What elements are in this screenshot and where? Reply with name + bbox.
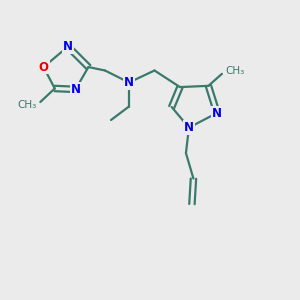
Text: CH₃: CH₃ (225, 66, 244, 76)
Text: N: N (184, 121, 194, 134)
Text: N: N (70, 83, 80, 96)
Text: N: N (124, 76, 134, 89)
Text: N: N (212, 106, 222, 119)
Text: CH₃: CH₃ (17, 100, 37, 110)
Text: O: O (39, 61, 49, 74)
Text: N: N (63, 40, 73, 53)
